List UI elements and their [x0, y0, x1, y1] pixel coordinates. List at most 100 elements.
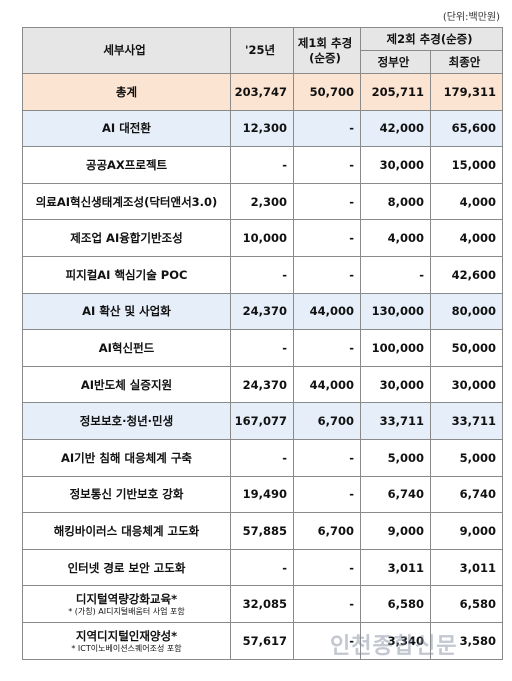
- value-cell: 3,011: [430, 548, 503, 587]
- table-row: AI 대전환 12,300-42,000 65,600: [22, 109, 503, 148]
- value-cell: 50,000: [430, 329, 503, 367]
- header-cell: '25년: [230, 27, 294, 74]
- value-cell: 9,000: [360, 512, 431, 550]
- value-cell: 42,000: [360, 109, 431, 148]
- value-cell: 8,000: [360, 182, 431, 221]
- value-cell: 30,000: [430, 365, 503, 404]
- value-cell: 205,711: [360, 73, 431, 111]
- budget-table: 세부사업 '25년 제1회 추경 (순증) 제2회 추경(순증) 정부안 최종안…: [22, 27, 503, 660]
- value-cell: 6,580: [430, 585, 503, 623]
- value-cell: 15,000: [430, 146, 503, 184]
- item-cell: 정보보호·청년·민생: [22, 402, 231, 440]
- value-cell: 4,000: [430, 182, 503, 221]
- item-cell: AI 확산 및 사업화: [22, 292, 231, 331]
- value-cell: -: [230, 329, 294, 367]
- item-cell: 정보통신 기반보호 강화: [22, 475, 231, 514]
- item-cell: 제조업 AI융합기반조성: [22, 219, 231, 257]
- table-row: 디지털역량강화교육* * (가칭) AI디지털배움터 사업 포함 32,085-6,…: [22, 585, 503, 623]
- value-cell: -: [293, 585, 361, 623]
- item-label: AI 확산 및 사업화: [82, 304, 171, 319]
- table-row: AI 확산 및 사업화 24,370 44,000 130,000 80,000: [22, 292, 503, 331]
- table-row: 해킹바이러스 대응체계 고도화 57,885 6,700 9,000 9,000: [22, 512, 503, 550]
- item-cell: 의료AI혁신생태계조성(닥터앤서3.0): [22, 182, 231, 221]
- value-cell: 2,300: [230, 182, 294, 221]
- value-cell: 5,000: [360, 438, 431, 477]
- value-cell: 80,000: [430, 292, 503, 331]
- value-cell: 6,580: [360, 585, 431, 623]
- table-row: 피지컬AI 핵심기술 POC - - -42,600: [22, 255, 503, 294]
- value-cell: 6,740: [360, 475, 431, 514]
- item-cell: AI반도체 실증지원: [22, 365, 231, 404]
- value-cell: 30,000: [360, 146, 431, 184]
- table-row: 지역디지털인재양성* * ICT이노베이션스퀘어조성 포함 57,617-3,340…: [22, 621, 503, 660]
- item-label: 의료AI혁신생태계조성(닥터앤서3.0): [35, 194, 218, 209]
- table-row: 정보보호·청년·민생 167,077 6,700 33,711 33,711: [22, 402, 503, 440]
- item-label: AI혁신펀드: [98, 340, 155, 355]
- value-cell: 3,011: [360, 548, 431, 587]
- item-label: 정보보호·청년·민생: [79, 414, 174, 429]
- item-cell: 디지털역량강화교육* * (가칭) AI디지털배움터 사업 포함: [22, 585, 231, 623]
- table-row: 정보통신 기반보호 강화 19,490-6,740 6,740: [22, 475, 503, 514]
- table-header: 세부사업 '25년 제1회 추경 (순증) 제2회 추경(순증) 정부안 최종안: [22, 27, 503, 74]
- table-row: AI반도체 실증지원 24,370 44,000 30,000 30,000: [22, 365, 503, 404]
- value-cell: 19,490: [230, 475, 294, 514]
- item-label: 디지털역량강화교육*: [75, 592, 178, 607]
- value-cell: 57,617: [230, 621, 294, 660]
- value-cell: 4,000: [430, 219, 503, 257]
- value-cell: 50,700: [293, 73, 361, 111]
- value-cell: 24,370: [230, 292, 294, 331]
- item-cell: 인터넷 경로 보안 고도화: [22, 548, 231, 587]
- value-cell: -: [293, 548, 361, 587]
- value-cell: -: [230, 438, 294, 477]
- header-cell: 최종안: [430, 50, 503, 74]
- value-cell: -: [293, 146, 361, 184]
- table-row: 공공AX프로젝트 - -30,000 15,000: [22, 146, 503, 184]
- header-row: 정부안 최종안: [23, 50, 503, 74]
- value-cell: 5,000: [430, 438, 503, 477]
- item-cell: AI기반 침해 대응체계 구축: [22, 438, 231, 477]
- value-cell: -: [293, 255, 361, 294]
- item-label: 제조업 AI융합기반조성: [70, 231, 183, 246]
- table-body: 총계 203,747 50,700 205,711 179,311 AI 대전환 12,30…: [22, 73, 503, 660]
- item-label: 총계: [115, 84, 138, 99]
- item-label: AI 대전환: [102, 121, 151, 136]
- header-cell: 제1회 추경 (순증): [293, 27, 361, 74]
- value-cell: -: [293, 475, 361, 514]
- value-cell: -: [293, 621, 361, 660]
- value-cell: 32,085: [230, 585, 294, 623]
- watermark: 인천종합신문: [330, 634, 458, 659]
- value-cell: -: [293, 109, 361, 148]
- value-cell: 100,000: [360, 329, 431, 367]
- value-cell: 42,600: [430, 255, 503, 294]
- item-cell: 총계: [22, 73, 231, 111]
- value-cell: 57,885: [230, 512, 294, 550]
- value-cell: -: [293, 438, 361, 477]
- value-cell: 24,370: [230, 365, 294, 404]
- value-cell: 44,000: [293, 365, 361, 404]
- item-cell: 공공AX프로젝트: [22, 146, 231, 184]
- table-row: 의료AI혁신생태계조성(닥터앤서3.0) 2,300-8,000 4,000: [22, 182, 503, 221]
- value-cell: 12,300: [230, 109, 294, 148]
- item-cell: 피지컬AI 핵심기술 POC: [22, 255, 231, 294]
- value-cell: 30,000: [360, 365, 431, 404]
- value-cell: -: [293, 329, 361, 367]
- value-cell: -: [293, 219, 361, 257]
- item-note: * ICT이노베이션스퀘어조성 포함: [71, 643, 182, 653]
- value-cell: 9,000: [430, 512, 503, 550]
- item-cell: AI 대전환: [22, 109, 231, 148]
- value-cell: 130,000: [360, 292, 431, 331]
- value-cell: 44,000: [293, 292, 361, 331]
- value-cell: 203,747: [230, 73, 294, 111]
- item-cell: 지역디지털인재양성* * ICT이노베이션스퀘어조성 포함: [22, 621, 231, 660]
- item-label: 피지컬AI 핵심기술 POC: [65, 267, 188, 282]
- item-cell: 해킹바이러스 대응체계 고도화: [22, 512, 231, 550]
- table-row: 제조업 AI융합기반조성 10,000-4,000 4,000: [22, 219, 503, 257]
- header-cell: 제2회 추경(순증): [360, 27, 503, 51]
- value-cell: 179,311: [430, 73, 503, 111]
- value-cell: 3,340: [360, 621, 431, 660]
- item-label: AI반도체 실증지원: [80, 377, 173, 392]
- table-row: AI혁신펀드 - -100,000 50,000: [22, 329, 503, 367]
- item-label: 지역디지털인재양성*: [75, 628, 178, 643]
- item-label: 인터넷 경로 보안 고도화: [67, 560, 186, 575]
